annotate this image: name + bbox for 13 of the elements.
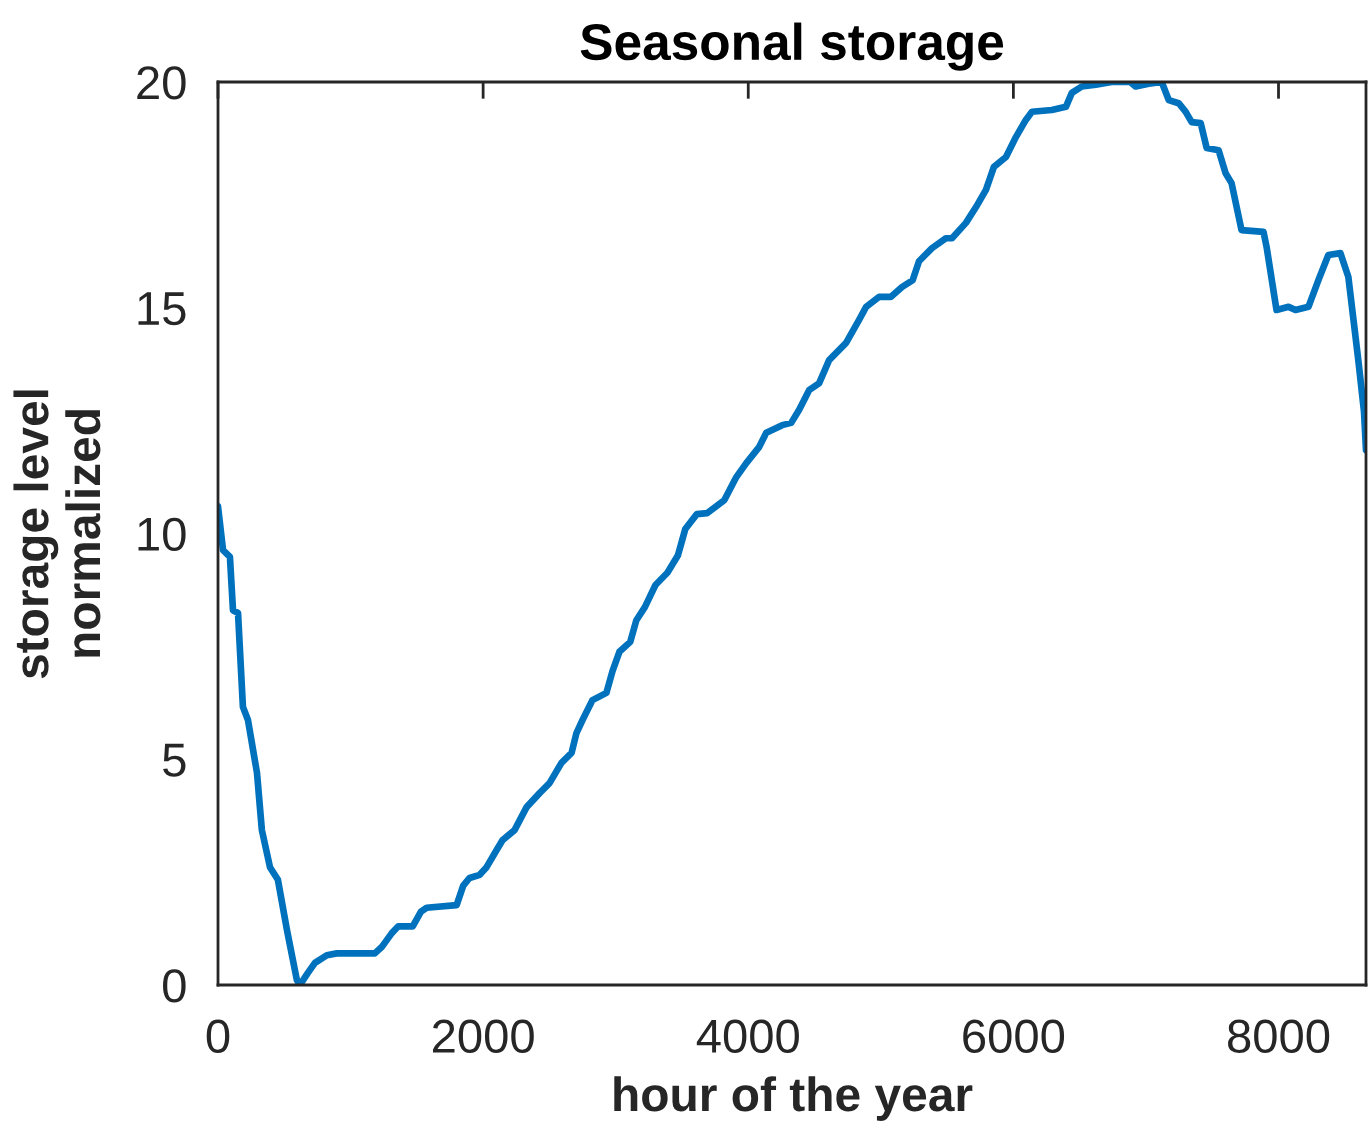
y-tick-label: 0 — [163, 969, 186, 1003]
x-axis-title: hour of the year — [614, 1076, 973, 1121]
chart-title: Seasonal storage — [580, 22, 1004, 71]
x-tick-label: 4000 — [696, 1019, 799, 1054]
y-tick-label: 20 — [137, 66, 186, 100]
y-axis-title: storage level normalized — [13, 390, 101, 679]
y-tick-label: 15 — [138, 292, 186, 326]
y-tick-label: 5 — [163, 743, 186, 777]
x-tick-label: 6000 — [963, 1019, 1065, 1054]
x-tick-label: 0 — [206, 1019, 230, 1054]
x-tick-label: 8000 — [1228, 1019, 1330, 1054]
x-tick-label: 2000 — [432, 1019, 534, 1054]
y-tick-label: 10 — [138, 517, 186, 552]
